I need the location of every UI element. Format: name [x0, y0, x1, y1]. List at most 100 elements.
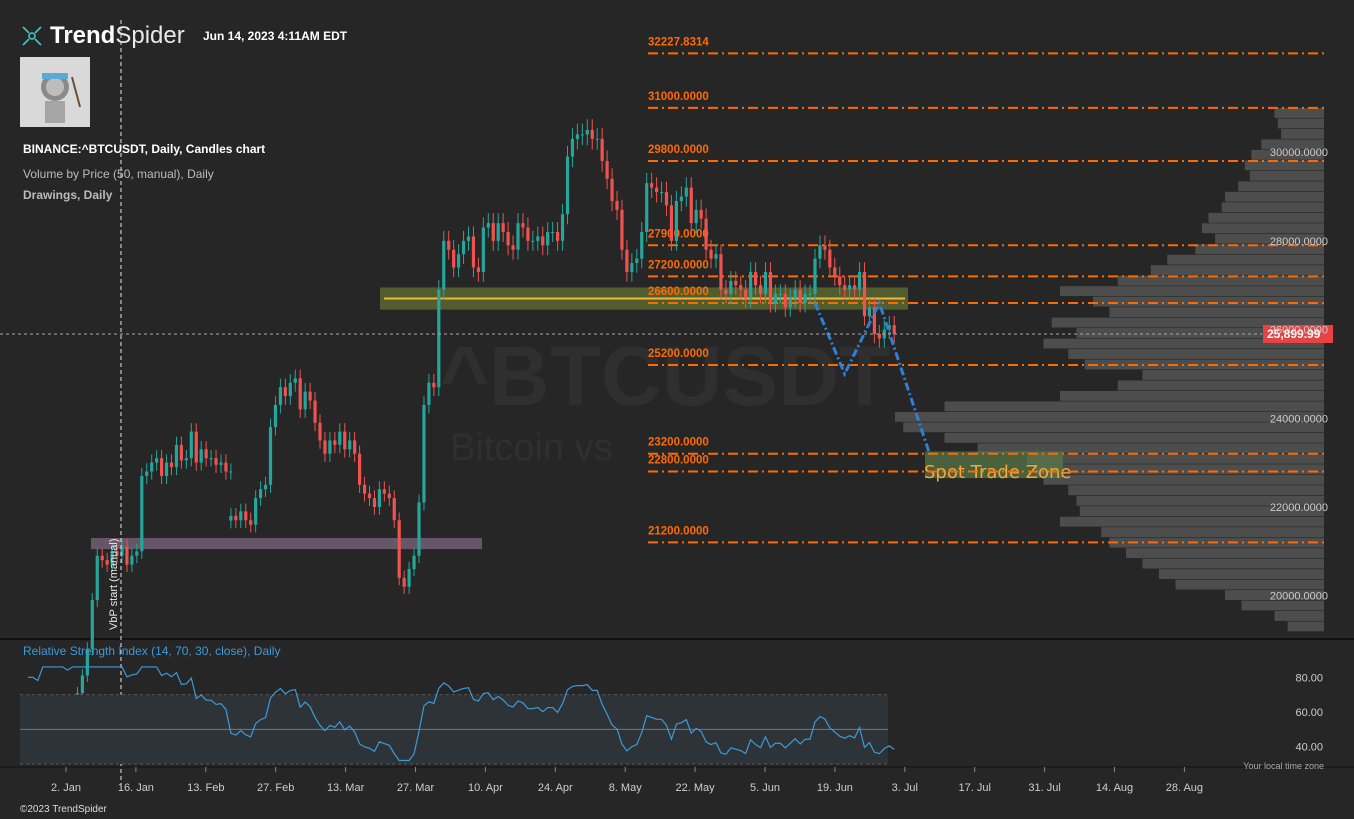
timezone-note: Your local time zone: [1243, 761, 1324, 771]
candle-body: [120, 546, 124, 556]
candle-body: [194, 431, 198, 463]
vbp-bar: [1225, 590, 1324, 600]
drawings-label: Drawings, Daily: [23, 188, 113, 202]
candle-body: [432, 382, 436, 388]
candle-body: [620, 209, 624, 250]
vbp-start-label: VbP start (manual): [108, 538, 120, 630]
candle-body: [857, 271, 862, 290]
y-tick-label: 26000.0000: [1270, 325, 1328, 337]
vbp-bar: [1035, 464, 1324, 475]
candle-body: [645, 183, 649, 232]
level-label: 21200.0000: [648, 525, 709, 537]
candle-body: [417, 502, 421, 556]
candle-body: [833, 267, 837, 277]
brand-bold: Trend: [50, 22, 116, 49]
candle-body: [838, 276, 842, 286]
copyright: ©2023 TrendSpider: [20, 804, 107, 815]
watermark-symbol: ^BTCUSDT: [440, 329, 890, 423]
candle-body: [283, 387, 287, 397]
y-tick-label: 20000.0000: [1270, 591, 1328, 603]
vbp-bar: [1101, 527, 1324, 538]
vbp-bar: [1277, 118, 1324, 129]
vbp-bar: [1261, 139, 1324, 150]
candle-body: [219, 462, 223, 465]
x-tick-label: 19. Jun: [817, 782, 853, 794]
candle-body: [551, 232, 555, 233]
candle-body: [397, 520, 401, 578]
candle-body: [818, 245, 822, 259]
vbp-bar: [1287, 621, 1324, 632]
rsi-title: Relative Strength Index (14, 70, 30, clo…: [23, 644, 281, 658]
candle-body: [541, 236, 545, 246]
candle-body: [709, 249, 713, 259]
vbp-bar: [1142, 558, 1324, 569]
candle-body: [714, 254, 718, 259]
candle-body: [853, 285, 857, 290]
candle-body: [422, 404, 426, 503]
candle-body: [843, 285, 847, 290]
vbp-bar: [944, 401, 1324, 412]
candle-body: [229, 471, 233, 473]
candle-body: [768, 271, 773, 303]
candle-body: [486, 223, 490, 228]
candle-body: [407, 569, 411, 587]
candle-body: [214, 458, 218, 465]
last-price-label: 25,899.99: [1267, 327, 1321, 341]
candle-body: [635, 258, 639, 264]
candle-body: [179, 444, 183, 461]
rsi-tick-label: 80.00: [1295, 672, 1323, 684]
candle-body: [783, 294, 787, 308]
vbp-bar: [1109, 307, 1324, 317]
vbp-bar: [1142, 370, 1324, 380]
candle-body: [80, 675, 84, 694]
candle-body: [155, 458, 159, 463]
candle-body: [427, 382, 431, 405]
projection-path: [813, 298, 931, 452]
candle-body: [694, 209, 698, 224]
candle-body: [184, 458, 188, 461]
candle-body: [110, 551, 114, 565]
level-label: 22800.0000: [648, 454, 709, 466]
vbp-bar: [1274, 108, 1324, 118]
candle-body: [531, 240, 535, 242]
candle-body: [481, 227, 485, 272]
candle-body: [511, 245, 515, 250]
candle-body: [793, 289, 797, 299]
candle-body: [664, 192, 669, 206]
candle-body: [372, 498, 377, 507]
candle-body: [867, 307, 872, 317]
candle-body: [659, 192, 664, 194]
candle-body: [778, 294, 782, 296]
candle-body: [348, 440, 352, 450]
y-tick-label: 22000.0000: [1270, 502, 1328, 514]
candle-body: [199, 449, 203, 463]
candle-body: [308, 391, 312, 401]
vbp-bar: [1043, 474, 1324, 485]
candle-body: [293, 378, 297, 383]
candle-body: [367, 493, 372, 499]
x-tick-label: 24. Apr: [538, 782, 573, 794]
candle-body: [85, 648, 89, 676]
candle-body: [268, 427, 273, 485]
spider-icon: [22, 26, 42, 46]
candle-body: [288, 382, 292, 397]
candle-body: [442, 240, 446, 290]
candle-body: [669, 205, 674, 241]
candle-body: [704, 218, 708, 250]
candle-body: [90, 600, 94, 649]
candle-body: [892, 325, 896, 334]
candle-body: [734, 280, 738, 286]
vbp-bar: [903, 422, 1324, 433]
candle-body: [699, 209, 703, 219]
vbp-bar: [1208, 212, 1324, 223]
x-tick-label: 27. Feb: [257, 782, 294, 794]
candle-body: [595, 138, 599, 140]
candle-body: [387, 493, 391, 499]
candle-body: [343, 431, 347, 450]
demand-zone-band: [91, 538, 482, 550]
candle-body: [615, 200, 619, 210]
candle-body: [744, 289, 748, 299]
last-price-tag: [1263, 325, 1333, 344]
y-tick-label: 30000.0000: [1270, 147, 1328, 159]
vbp-bar: [1076, 495, 1324, 506]
